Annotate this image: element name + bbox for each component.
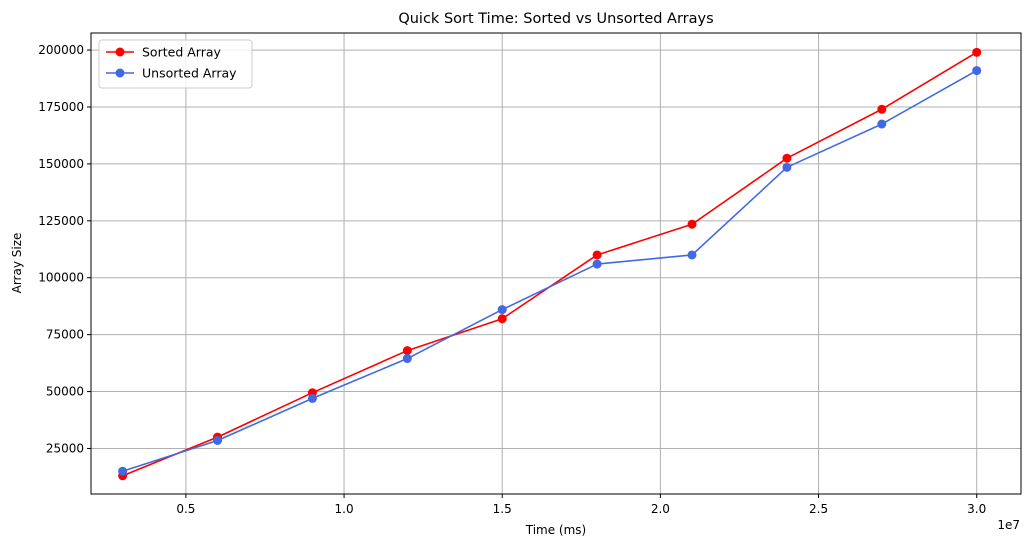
y-grid [91, 49, 1021, 449]
y-tick-label: 200000 [38, 43, 84, 57]
series-unsorted-array [118, 66, 982, 476]
legend-marker [115, 47, 125, 57]
data-point [972, 66, 982, 76]
x-tick-label: 1.5 [493, 502, 512, 516]
data-point [877, 104, 887, 114]
y-axis: 25000 50000 75000 100000 125000 150000 175000 2… [38, 43, 91, 455]
y-tick-label: 150000 [38, 157, 84, 171]
x-axis-label: Time (ms) [525, 523, 587, 537]
x-tick-label: 0.5 [176, 502, 195, 516]
data-point [402, 346, 412, 356]
data-point [687, 250, 697, 260]
legend-label: Unsorted Array [142, 66, 237, 81]
y-tick-label: 100000 [38, 271, 84, 285]
x-offset-text: 1e7 [997, 518, 1020, 532]
data-point [592, 259, 602, 269]
y-tick-label: 175000 [38, 100, 84, 114]
y-tick-label: 25000 [46, 441, 84, 455]
data-point [402, 354, 412, 364]
x-tick-label: 2.0 [651, 502, 670, 516]
chart-title: Quick Sort Time: Sorted vs Unsorted Arra… [398, 11, 713, 27]
x-grid [185, 33, 978, 494]
legend-item: Sorted Array [106, 45, 221, 60]
y-tick-label: 75000 [46, 328, 84, 342]
legend: Sorted Array Unsorted Array [98, 39, 253, 89]
y-tick-label: 125000 [38, 214, 84, 228]
data-point [307, 393, 317, 403]
x-axis: 0.5 1.0 1.5 2.0 2.5 3.0 [176, 494, 986, 516]
x-tick-label: 3.0 [967, 502, 986, 516]
plot-area-background [91, 33, 1021, 494]
legend-frame [98, 39, 253, 89]
data-point [592, 250, 602, 260]
data-point [213, 436, 223, 446]
series-line [122, 69, 978, 472]
legend-label: Sorted Array [142, 45, 221, 60]
data-point [877, 119, 887, 129]
legend-marker [115, 68, 125, 78]
x-tick-label: 2.5 [809, 502, 828, 516]
x-tick-label: 1.0 [335, 502, 354, 516]
data-point [118, 466, 128, 476]
data-point [497, 305, 507, 315]
data-point [687, 219, 697, 229]
plot-area-frame [90, 32, 1022, 495]
series-layer [118, 47, 982, 481]
data-point [782, 162, 792, 172]
y-tick-label: 50000 [46, 385, 84, 399]
data-point [782, 153, 792, 163]
data-point [497, 314, 507, 324]
y-axis-label: Array Size [10, 233, 24, 294]
data-point [972, 47, 982, 57]
legend-item: Unsorted Array [106, 66, 237, 81]
